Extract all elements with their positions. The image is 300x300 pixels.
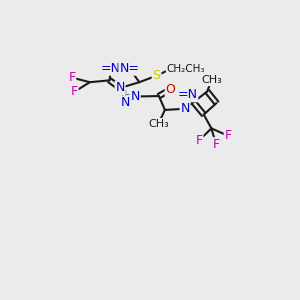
Text: CH₃: CH₃ [148, 119, 169, 129]
Text: N=: N= [119, 62, 139, 75]
Text: N: N [130, 90, 140, 103]
Text: O: O [166, 83, 176, 96]
Text: F: F [196, 134, 203, 147]
Text: N: N [121, 97, 130, 110]
Text: H: H [124, 89, 133, 102]
Text: CH₂CH₃: CH₂CH₃ [167, 64, 205, 74]
Text: =N: =N [178, 88, 197, 101]
Text: S: S [152, 69, 160, 82]
Text: F: F [225, 129, 232, 142]
Text: =N: =N [101, 62, 121, 75]
Text: N: N [115, 82, 125, 94]
Text: N: N [181, 102, 190, 115]
Text: F: F [71, 85, 78, 98]
Text: CH₃: CH₃ [201, 75, 222, 85]
Text: F: F [212, 138, 220, 151]
Text: F: F [68, 71, 76, 84]
